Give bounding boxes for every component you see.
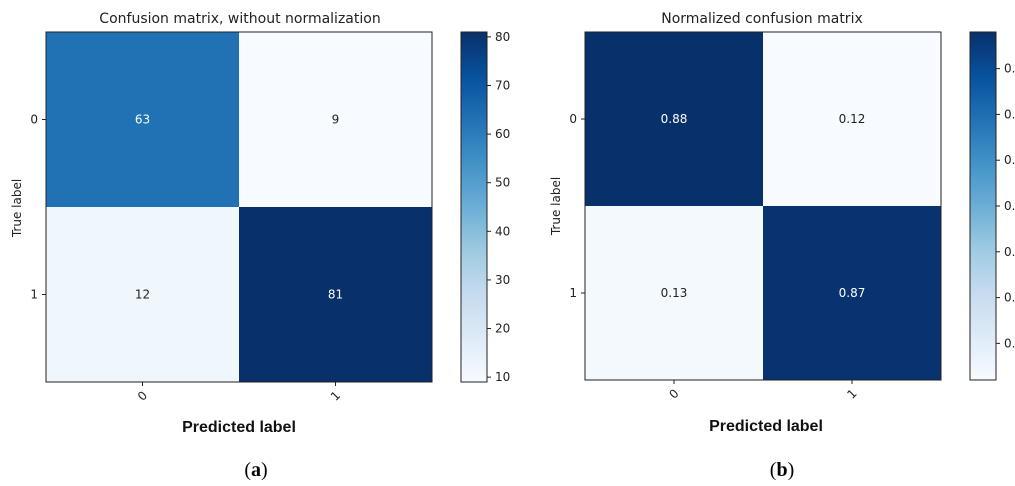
colorbar-tick-label: 70 <box>495 78 510 92</box>
colorbar-tick-label: 0.4 <box>1004 245 1015 259</box>
colorbar-tick-label: 0.5 <box>1004 199 1015 213</box>
x-tick-label: 0 <box>135 388 150 403</box>
colorbar-tick-label: 20 <box>495 322 510 336</box>
x-tick-label: 0 <box>666 386 681 401</box>
cell-value-label: 81 <box>328 288 343 302</box>
heatmap-cell <box>239 32 432 207</box>
heatmap-cell <box>585 32 763 206</box>
y-ticks: 01 <box>30 113 46 302</box>
y-axis-label: True label <box>549 177 563 236</box>
colorbar-tick-label: 0.2 <box>1004 336 1015 350</box>
y-tick-label: 1 <box>30 288 38 302</box>
y-ticks: 01 <box>569 112 585 300</box>
chart-title: Normalized confusion matrix <box>661 11 863 27</box>
heatmap-cell <box>46 207 239 382</box>
plot-frame <box>584 31 942 381</box>
colorbar-tick-label: 0.3 <box>1004 291 1015 305</box>
colorbar-gradient <box>460 31 488 383</box>
cell-value-label: 63 <box>135 113 150 127</box>
cell-value-label: 0.13 <box>661 286 688 300</box>
x-axis-label: Predicted label <box>709 418 823 435</box>
cell-value-label: 0.12 <box>839 112 866 126</box>
cell-value-label: 0.88 <box>661 112 688 126</box>
panel-b: Normalized confusion matrix 0.88 0.12 0.13… <box>549 11 1015 481</box>
colorbar-tick-label: 40 <box>495 224 510 238</box>
heatmap-cell <box>239 207 432 382</box>
colorbar-tick-label: 0.8 <box>1004 62 1015 76</box>
y-tick-label: 1 <box>569 286 577 300</box>
x-tick-label: 1 <box>844 386 859 401</box>
heatmap-cells: 0.88 0.12 0.13 0.87 <box>585 32 941 380</box>
colorbar-tick-label: 0.6 <box>1004 153 1015 167</box>
x-tick-label: 1 <box>328 388 343 403</box>
heatmap-cell <box>585 206 763 380</box>
heatmap-cells: 63 9 12 81 <box>46 32 432 382</box>
plot-frame <box>45 31 433 383</box>
colorbar-tick-label: 0.7 <box>1004 107 1015 121</box>
heatmap-cell <box>763 32 941 206</box>
caption-b: (b) <box>770 459 794 481</box>
colorbar: 10 20 30 40 50 60 70 80 <box>460 30 510 384</box>
cell-value-label: 9 <box>332 113 340 127</box>
colorbar-tick-label: 60 <box>495 127 510 141</box>
x-axis-label: Predicted label <box>182 419 296 436</box>
heatmap-cell <box>763 206 941 380</box>
cell-value-label: 0.87 <box>839 286 866 300</box>
chart-title: Confusion matrix, without normalization <box>99 11 380 27</box>
colorbar: 0.2 0.3 0.4 0.5 0.6 0.7 0.8 <box>969 31 1015 381</box>
panel-a: Confusion matrix, without normalization … <box>10 11 510 481</box>
y-axis-label: True label <box>10 179 24 238</box>
caption-a: (a) <box>244 459 267 481</box>
heatmap-cell <box>46 32 239 207</box>
colorbar-tick-label: 50 <box>495 176 510 190</box>
colorbar-tick-label: 80 <box>495 30 510 44</box>
y-tick-label: 0 <box>30 113 38 127</box>
colorbar-gradient <box>969 31 997 381</box>
colorbar-tick-label: 10 <box>495 370 510 384</box>
y-tick-label: 0 <box>569 112 577 126</box>
colorbar-tick-label: 30 <box>495 273 510 287</box>
cell-value-label: 12 <box>135 288 150 302</box>
